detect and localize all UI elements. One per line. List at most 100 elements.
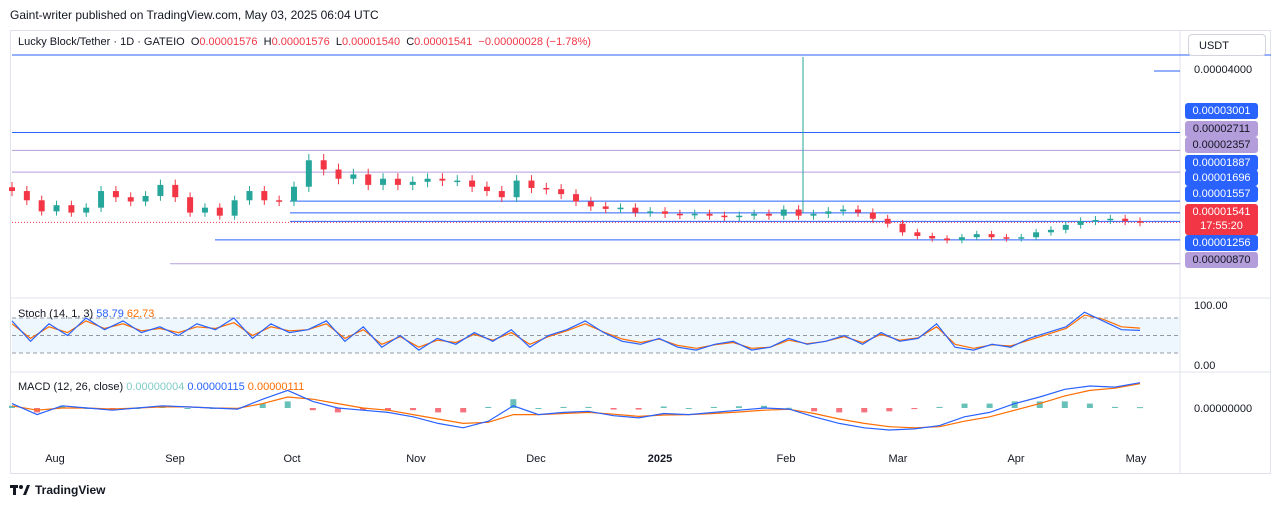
tradingview-brand[interactable]: TradingView <box>10 483 105 497</box>
macd-hist-bar-7 <box>184 408 191 409</box>
macd-line <box>11 382 1141 431</box>
candle-body-9 <box>142 195 149 202</box>
candle-body-75 <box>1122 218 1129 222</box>
symbol-name: Lucky Block/Tether · 1D · GATEIO <box>18 36 185 48</box>
macd-signal-value: 0.00000111 <box>247 381 305 393</box>
macd-legend[interactable]: MACD (12, 26, close) 0.00000004 0.000001… <box>18 381 304 393</box>
candle-body-63 <box>944 238 951 241</box>
macd-hist-bar-33 <box>836 408 843 413</box>
macd-hist-bar-22 <box>560 406 567 408</box>
candle-body-37 <box>558 189 565 195</box>
candle-body-28 <box>424 178 431 182</box>
candle-body-7 <box>112 191 119 198</box>
candle-body-2 <box>38 200 45 212</box>
stoch-axis-bottom: 0.00 <box>1194 360 1216 372</box>
macd-hist-bar-20 <box>510 399 517 408</box>
price-label-level-8: 0.00000870 <box>1185 252 1258 268</box>
candle-body-60 <box>899 223 906 233</box>
candle-body-58 <box>869 212 876 219</box>
candle-body-52 <box>780 209 787 216</box>
macd-title: MACD (12, 26, close) <box>18 381 124 393</box>
candle-body-34 <box>513 180 520 198</box>
brand-name: TradingView <box>35 483 106 497</box>
macd-hist-value: 0.00000004 <box>126 381 185 393</box>
candle-body-61 <box>914 232 921 236</box>
price-label-level-4: 0.00001887 <box>1185 155 1258 171</box>
candle-body-72 <box>1077 221 1084 225</box>
high-label: H <box>263 36 272 48</box>
stoch-legend[interactable]: Stoch (14, 1, 3) 58.79 62.73 <box>18 308 154 320</box>
candle-body-26 <box>394 178 401 185</box>
publish-caption: Gaint-writer published on TradingView.co… <box>10 8 379 22</box>
high-value: 0.00001576 <box>271 36 330 48</box>
macd-hist-bar-17 <box>435 408 442 413</box>
candle-body-55 <box>825 211 832 214</box>
macd-hist-bar-45 <box>1137 407 1143 409</box>
macd-hist-bar-26 <box>660 406 667 408</box>
candle-body-13 <box>201 207 208 213</box>
macd-hist-bar-21 <box>535 408 542 409</box>
candle-body-11 <box>172 184 179 198</box>
macd-hist-bar-31 <box>786 407 793 409</box>
candle-body-16 <box>246 191 253 201</box>
price-label-level-5: 0.00001696 <box>1185 170 1258 186</box>
candle-body-68 <box>1018 237 1025 239</box>
candle-body-44 <box>662 211 669 214</box>
candle-body-30 <box>454 180 461 183</box>
candle-body-31 <box>469 180 476 187</box>
macd-hist-bar-39 <box>986 403 993 408</box>
candle-body-66 <box>988 234 995 238</box>
candle-body-1 <box>23 191 30 201</box>
candle-body-62 <box>929 235 936 239</box>
candle-body-27 <box>409 181 416 185</box>
x-label-dec: Dec <box>526 453 546 465</box>
candle-body-59 <box>884 218 891 224</box>
close-label: C <box>406 36 415 48</box>
candle-body-0 <box>9 187 15 192</box>
candle-body-22 <box>335 169 342 179</box>
macd-hist-bar-40 <box>1011 401 1018 408</box>
candle-body-15 <box>231 200 238 216</box>
candle-body-71 <box>1062 224 1069 230</box>
macd-line-value: 0.00000115 <box>187 381 245 393</box>
candle-body-19 <box>291 186 297 202</box>
low-value: 0.00001540 <box>341 36 401 48</box>
macd-hist-bar-34 <box>861 408 868 413</box>
candle-body-46 <box>691 213 698 216</box>
x-label-nov: Nov <box>406 453 426 465</box>
chart-frame <box>10 30 1271 474</box>
stoch-k-line <box>11 311 1141 351</box>
candle-body-23 <box>350 174 357 179</box>
close-value: 0.00001541 <box>414 36 473 48</box>
candle-body-76 <box>1137 221 1143 223</box>
candle-body-40 <box>602 206 609 209</box>
macd-hist-bar-30 <box>761 405 767 408</box>
candle-body-24 <box>365 174 372 185</box>
tradingview-logo-icon <box>10 485 30 495</box>
open-value: 0.00001576 <box>199 36 258 48</box>
candle-body-38 <box>573 194 579 202</box>
candle-body-42 <box>632 207 639 213</box>
x-label-may: May <box>1125 453 1147 465</box>
price-label-level-7: 0.00001256 <box>1185 235 1258 251</box>
macd-hist-bar-23 <box>585 406 592 408</box>
x-label-apr: Apr <box>1007 453 1025 465</box>
currency-button[interactable]: USDT <box>1188 34 1266 56</box>
candle-body-43 <box>647 211 654 213</box>
macd-hist-bar-19 <box>485 406 492 408</box>
candle-body-51 <box>765 213 772 216</box>
macd-hist-bar-14 <box>359 408 366 411</box>
macd-hist-bar-10 <box>259 403 266 408</box>
candle-body-45 <box>676 213 683 216</box>
candle-body-10 <box>157 184 164 196</box>
bar-countdown: 17:55:20 <box>1200 220 1243 232</box>
candle-body-70 <box>1047 229 1054 233</box>
symbol-legend[interactable]: Lucky Block/Tether · 1D · GATEIO O0.0000… <box>18 36 591 48</box>
candle-body-47 <box>706 213 713 216</box>
stoch-title: Stoch (14, 1, 3) <box>18 308 94 320</box>
candle-body-3 <box>53 205 60 212</box>
candle-body-17 <box>261 191 268 201</box>
x-label-2025: 2025 <box>647 453 673 465</box>
candle-body-8 <box>127 197 134 202</box>
